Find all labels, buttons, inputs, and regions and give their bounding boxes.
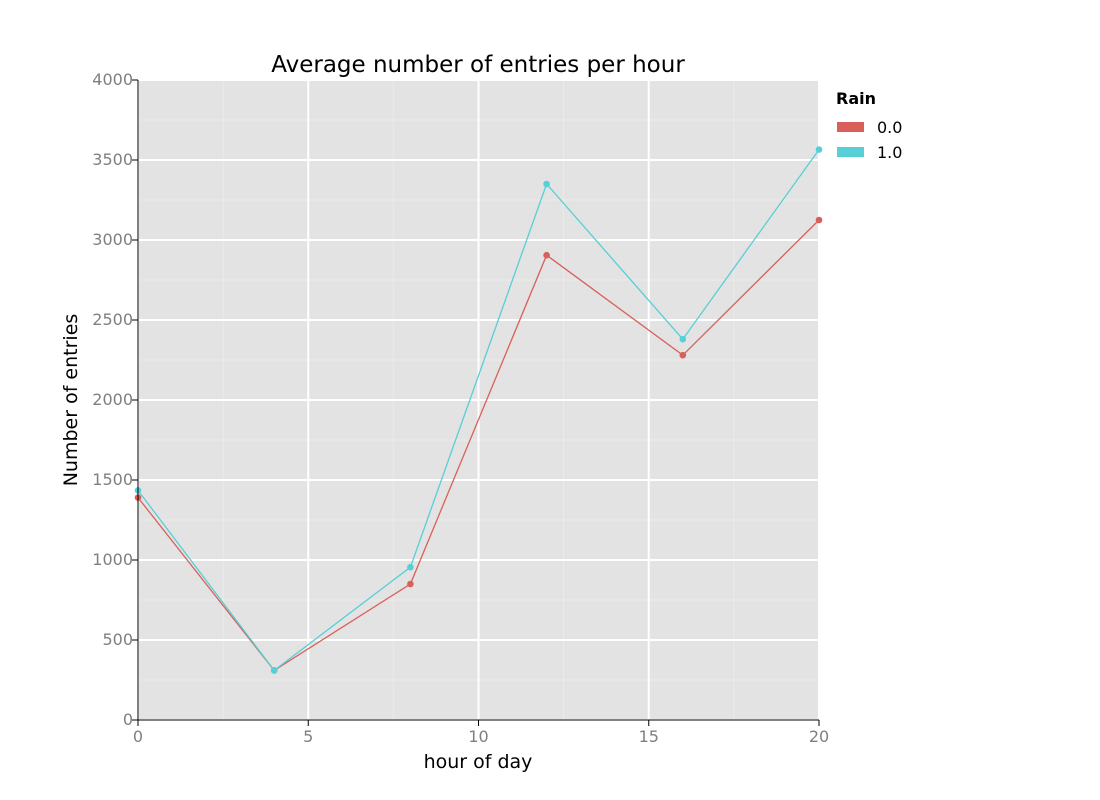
y-tick-label: 2000 (92, 390, 133, 409)
legend-item: 1.0 (837, 143, 902, 162)
data-point (270, 667, 278, 674)
y-tick-label: 1500 (92, 470, 133, 489)
x-tick-label: 0 (133, 727, 143, 746)
y-axis-label: Number of entries (60, 314, 82, 487)
data-point (679, 335, 687, 343)
legend-swatch (837, 122, 864, 132)
y-tick-label: 1000 (92, 550, 133, 569)
y-axis: 0 500 1000 1500 2000 2500 3000 3500 4000 (92, 70, 139, 729)
x-axis: 0 5 10 15 20 (133, 719, 829, 746)
data-point (543, 251, 550, 259)
legend-label: 1.0 (877, 143, 902, 162)
legend-title: Rain (836, 89, 876, 108)
series-line (137, 219, 820, 672)
data-point (407, 580, 414, 588)
x-tick-label: 10 (468, 727, 488, 746)
legend-label: 0.0 (877, 118, 902, 137)
y-tick-label: 500 (102, 630, 133, 649)
series-line (137, 149, 820, 672)
legend: Rain 0.0 1.0 (836, 89, 902, 162)
data-point (815, 216, 823, 224)
x-axis-label: hour of day (424, 751, 533, 773)
legend-item: 0.0 (837, 118, 902, 137)
y-tick-label: 0 (123, 710, 133, 729)
data-point (543, 180, 550, 188)
y-tick-label: 2500 (92, 310, 133, 329)
x-tick-label: 5 (303, 727, 313, 746)
chart-title: Average number of entries per hour (271, 52, 685, 78)
data-point (815, 146, 823, 153)
x-tick-label: 15 (639, 727, 659, 746)
x-tick-label: 20 (809, 727, 829, 746)
y-tick-label: 3500 (92, 150, 133, 169)
y-tick-label: 3000 (92, 230, 133, 249)
y-tick-label: 4000 (92, 70, 133, 89)
data-point (407, 563, 414, 571)
series-layer (134, 146, 823, 674)
legend-swatch (837, 147, 864, 157)
data-point (679, 351, 687, 359)
